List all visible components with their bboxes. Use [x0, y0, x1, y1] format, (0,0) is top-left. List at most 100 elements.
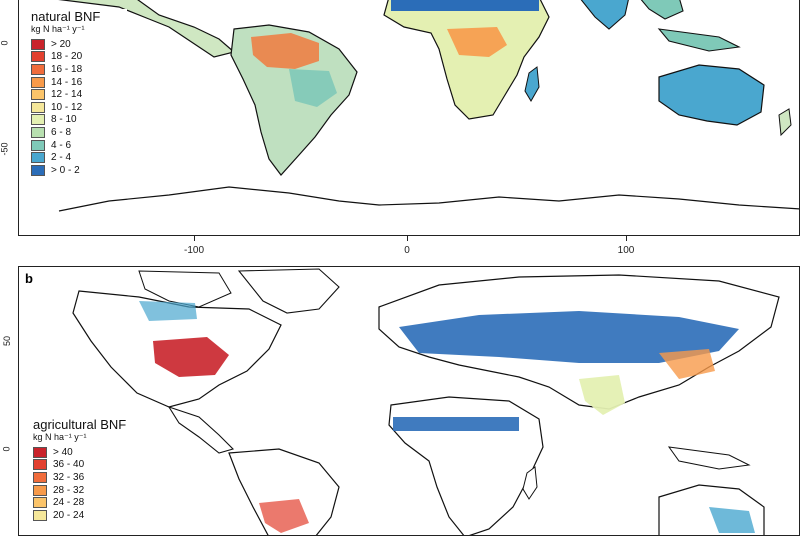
eurasian-steppe-band: [399, 311, 739, 363]
legend-swatch: [33, 471, 47, 483]
sahel-cropland: [393, 417, 519, 431]
india-cropland: [579, 375, 625, 415]
legend-swatch: [31, 76, 45, 88]
canada-prairie: [139, 301, 197, 321]
legend-item-label: > 20: [51, 38, 71, 50]
legend-item: > 0 - 2: [31, 164, 127, 177]
legend-item: > 20: [31, 38, 127, 51]
legend-item: 36 - 40: [33, 459, 143, 472]
legend-item: 4 - 6: [31, 139, 127, 152]
legend-item-label: 36 - 40: [53, 459, 85, 471]
amazon-hotspot: [251, 33, 319, 69]
legend-item-label: 10 - 12: [51, 101, 83, 113]
australia-cropland: [709, 507, 755, 533]
landmass-madagascar: [522, 466, 538, 500]
legend-item-label: 16 - 18: [51, 63, 83, 75]
antarctica-outline: [58, 186, 799, 212]
legend-item-label: 32 - 36: [53, 471, 85, 483]
landmass-greenland: [237, 268, 340, 314]
landmass-africa: [388, 396, 544, 535]
landmass-africa: [383, 0, 550, 120]
x-tick-label: 0: [404, 245, 410, 256]
landmass-indonesia: [667, 446, 751, 470]
legend-title: agricultural BNF: [33, 417, 127, 432]
legend-agricultural-bnf: agricultural BNF kg N ha⁻¹ y⁻¹ > 40 36 - …: [33, 417, 143, 522]
china-cropland: [659, 349, 715, 379]
legend-item-label: 4 - 6: [51, 139, 72, 151]
legend-item: 12 - 14: [31, 88, 127, 101]
legend-rows: > 40 36 - 40 32 - 36 28 - 32 24 - 28 20 - 24: [33, 446, 143, 522]
landmass-australia: [658, 64, 765, 126]
y-tick-label: 0: [0, 40, 10, 46]
landmass-southeast-asia: [640, 0, 684, 20]
x-tick-label: -100: [183, 245, 205, 256]
panel-a-natural-bnf-map: natural BNF kg N ha⁻¹ y⁻¹ > 20 18 - 20 16 …: [18, 0, 800, 236]
legend-units: kg N ha⁻¹ y⁻¹: [31, 24, 85, 34]
y-tick-label: -50: [0, 142, 10, 156]
legend-item: 16 - 18: [31, 63, 127, 76]
legend-swatch: [31, 126, 45, 138]
brazil-shield: [289, 69, 337, 107]
panel-b-agricultural-bnf-map: b agricultural BNF kg N ha⁻¹ y⁻¹ > 40 36 …: [18, 266, 800, 536]
legend-item: > 40: [33, 446, 143, 459]
legend-swatch: [31, 51, 45, 63]
landmass-central-america: [167, 405, 235, 454]
legend-item-label: 24 - 28: [53, 497, 85, 509]
legend-item-label: 28 - 32: [53, 484, 85, 496]
legend-item: 28 - 32: [33, 484, 143, 497]
legend-item: 24 - 28: [33, 496, 143, 509]
landmass-indonesia: [657, 28, 741, 52]
legend-item-label: 2 - 4: [51, 152, 72, 164]
y-tick-label: 0: [1, 446, 12, 452]
landmass-central-america: [58, 0, 236, 58]
legend-item-label: 20 - 24: [53, 509, 85, 521]
legend-title: natural BNF: [31, 9, 101, 24]
legend-rows: > 20 18 - 20 16 - 18 14 - 16 12 - 14 10 - 12 8…: [31, 38, 127, 177]
legend-item: 18 - 20: [31, 51, 127, 64]
legend-units: kg N ha⁻¹ y⁻¹: [33, 432, 87, 442]
legend-swatch: [33, 484, 47, 496]
legend-swatch: [31, 164, 45, 176]
x-tick-mark: [194, 236, 195, 241]
map-b-canvas: [72, 268, 780, 535]
legend-swatch: [33, 497, 47, 509]
legend-item: 14 - 16: [31, 76, 127, 89]
x-tick-mark: [626, 236, 627, 241]
legend-item-label: 8 - 10: [51, 114, 77, 126]
legend-item: 2 - 4: [31, 151, 127, 164]
legend-item-label: 14 - 16: [51, 76, 83, 88]
legend-swatch: [31, 152, 45, 164]
legend-swatch: [33, 446, 47, 458]
legend-swatch: [31, 101, 45, 113]
legend-natural-bnf: natural BNF kg N ha⁻¹ y⁻¹ > 20 18 - 20 16 …: [31, 9, 127, 177]
y-tick-label: 50: [2, 335, 13, 347]
legend-item: 6 - 8: [31, 126, 127, 139]
legend-item-label: 12 - 14: [51, 89, 83, 101]
legend-item-label: > 0 - 2: [51, 164, 80, 176]
x-tick-mark: [407, 236, 408, 241]
map-a-canvas: [58, 0, 799, 212]
south-america-cropland: [259, 499, 309, 533]
landmass-south-america: [228, 448, 340, 535]
legend-swatch: [31, 114, 45, 126]
great-plains-hotspot: [153, 337, 229, 377]
legend-item: 32 - 36: [33, 471, 143, 484]
legend-item-label: 18 - 20: [51, 51, 83, 63]
legend-swatch: [31, 63, 45, 75]
congo-hotspot: [447, 27, 507, 57]
legend-item: 10 - 12: [31, 101, 127, 114]
landmass-madagascar: [524, 66, 540, 102]
legend-swatch: [31, 38, 45, 50]
legend-item: 8 - 10: [31, 114, 127, 127]
legend-item-label: 6 - 8: [51, 126, 72, 138]
x-tick-label: 100: [617, 245, 635, 256]
landmass-india: [580, 0, 629, 30]
legend-swatch: [31, 89, 45, 101]
legend-item: 20 - 24: [33, 509, 143, 522]
sahel-band: [391, 0, 539, 11]
legend-swatch: [33, 459, 47, 471]
landmass-new-zealand: [778, 108, 792, 137]
legend-item-label: > 40: [53, 446, 73, 458]
legend-swatch: [31, 139, 45, 151]
panel-letter: b: [25, 271, 33, 286]
